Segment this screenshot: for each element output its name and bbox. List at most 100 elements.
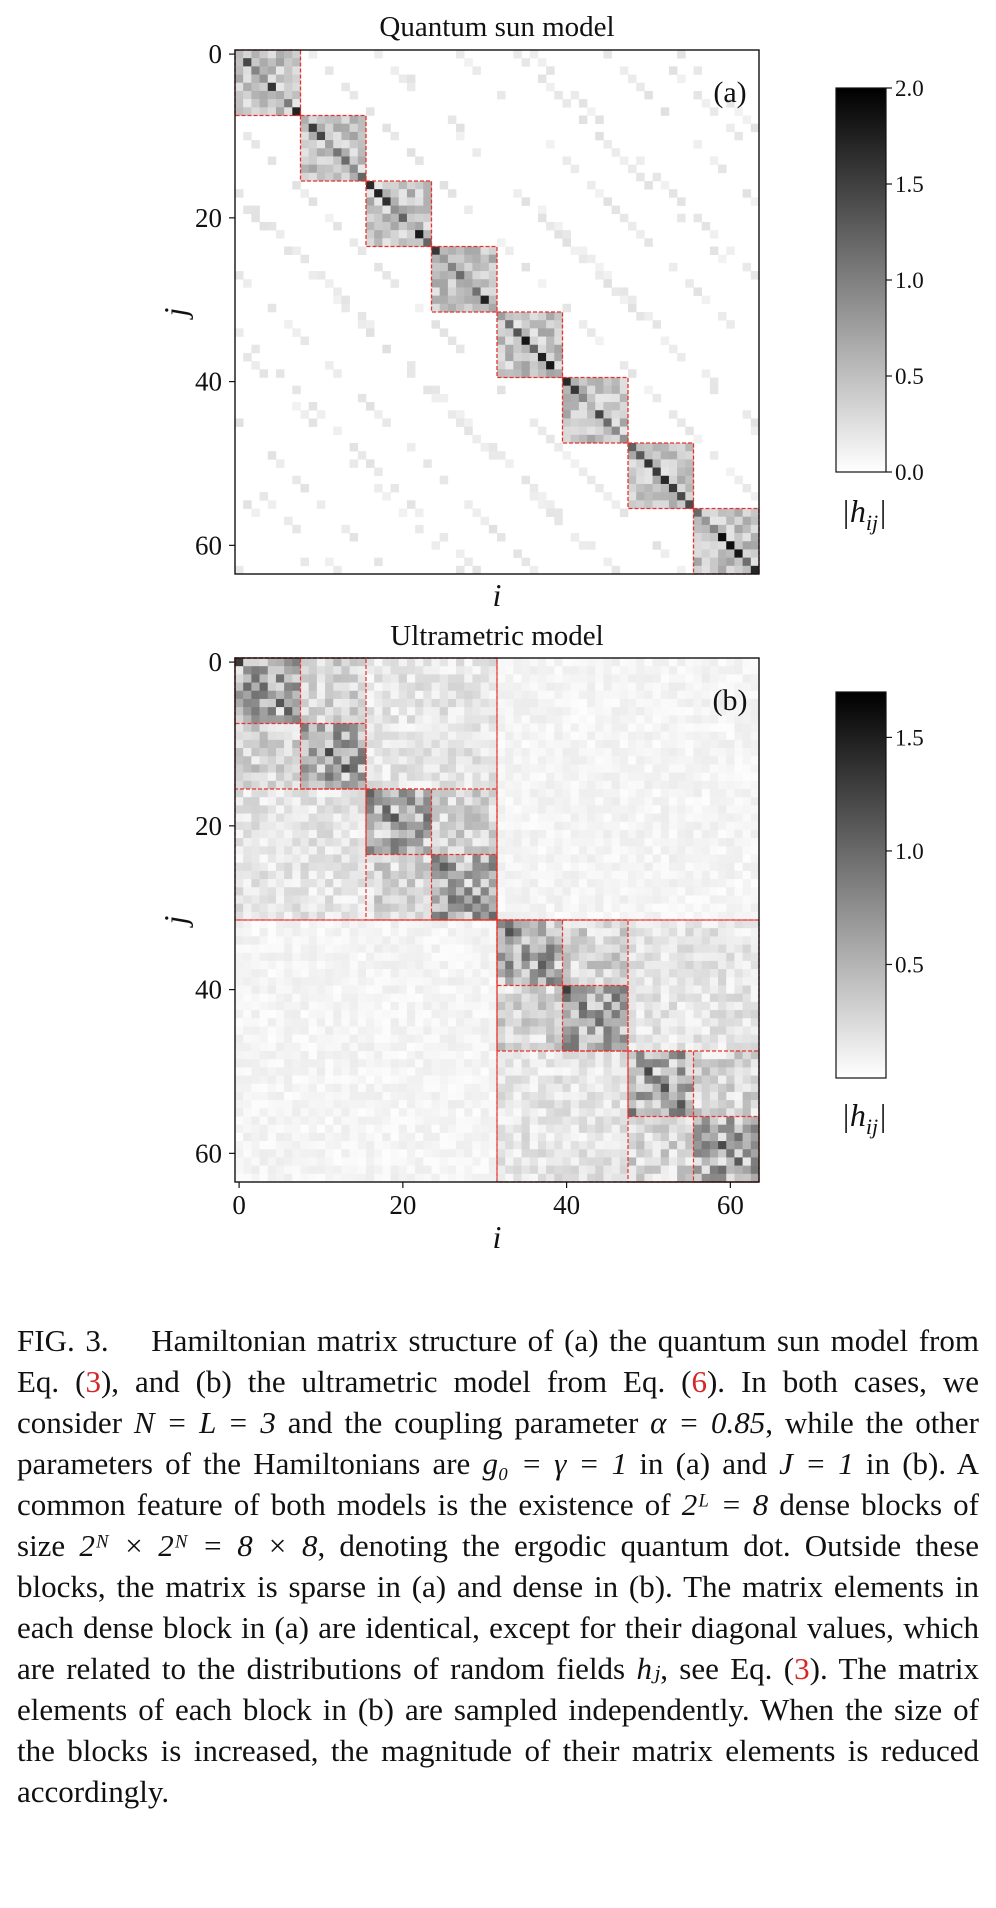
heatmap-cell (472, 254, 481, 264)
heatmap-cell (497, 895, 506, 904)
heatmap-cell (546, 221, 555, 231)
heatmap-cell (505, 960, 514, 970)
heatmap-cell (595, 1124, 604, 1134)
heatmap-cell (333, 846, 342, 855)
heatmap-cell (554, 1149, 563, 1158)
heatmap-cell (734, 1091, 743, 1101)
heatmap-cell (652, 320, 662, 329)
heatmap-cell (628, 459, 637, 468)
heatmap-cell (521, 320, 531, 329)
heatmap-cell (333, 829, 342, 839)
heatmap-cell (726, 565, 735, 575)
heatmap-cell (726, 1165, 735, 1175)
heatmap-cell (366, 952, 375, 962)
heatmap-cell (619, 410, 629, 419)
heatmap-cell (456, 895, 465, 904)
heatmap-cell (685, 920, 694, 929)
heatmap-cell (366, 1132, 375, 1142)
heatmap-cell (366, 764, 375, 773)
heatmap-cell (316, 131, 326, 141)
heatmap-cell (554, 952, 563, 962)
heatmap-cell (644, 797, 653, 806)
heatmap-cell (366, 181, 375, 190)
heatmap-cell (366, 780, 375, 790)
heatmap-cell (447, 838, 457, 847)
heatmap-cell (464, 279, 473, 288)
heatmap-cell (300, 1141, 309, 1150)
heatmap-cell (619, 928, 629, 937)
heatmap-cell (357, 887, 367, 896)
heatmap-cell (505, 838, 514, 847)
heatmap-cell (275, 369, 285, 378)
heatmap-cell (275, 748, 285, 757)
heatmap-cell (750, 756, 760, 765)
heatmap-cell (701, 707, 711, 716)
heatmap-cell (398, 887, 408, 896)
heatmap-cell (259, 658, 269, 667)
heatmap-cell (235, 674, 244, 683)
heatmap-cell (709, 723, 719, 732)
heatmap-cell (546, 870, 555, 880)
heatmap-cell (341, 944, 350, 954)
heatmap-cell (742, 1157, 752, 1166)
heatmap-cell (423, 205, 432, 215)
heatmap-cell (718, 903, 727, 913)
heatmap-cell (587, 903, 596, 913)
heatmap-cell (251, 682, 260, 692)
heatmap-cell (497, 707, 506, 716)
heatmap-cell (349, 911, 359, 921)
heatmap-cell (292, 1059, 301, 1068)
heatmap-cell (546, 846, 555, 855)
heatmap-cell (636, 805, 645, 814)
heatmap-cell (357, 1091, 367, 1101)
heatmap-cell (472, 780, 481, 790)
heatmap-cell (251, 1091, 260, 1101)
heatmap-cell (636, 1124, 645, 1134)
heatmap-cell (726, 1149, 735, 1158)
heatmap-cell (529, 492, 539, 501)
heatmap-cell (406, 221, 416, 231)
heatmap-cell (431, 262, 440, 272)
heatmap-cell (497, 739, 506, 749)
heatmap-cell (587, 1141, 596, 1150)
heatmap-cell (456, 772, 465, 782)
heatmap-cell (603, 434, 612, 444)
heatmap-cell (251, 1001, 260, 1011)
heatmap-cell (513, 870, 522, 880)
heatmap-cell (423, 690, 432, 700)
heatmap-cell (685, 1124, 694, 1134)
heatmap-cell (611, 1018, 621, 1027)
heatmap-cell (300, 1059, 309, 1068)
heatmap-cell (292, 385, 301, 395)
heatmap-cell (734, 1149, 743, 1158)
heatmap-cell (251, 690, 260, 700)
heatmap-cell (562, 789, 571, 798)
heatmap-cell (488, 797, 498, 806)
heatmap-cell (488, 895, 498, 904)
heatmap-cell (308, 829, 318, 839)
heatmap-cell (505, 328, 514, 337)
heatmap-cell (578, 805, 588, 814)
heatmap-cell (235, 1149, 244, 1158)
heatmap-cell (726, 887, 735, 896)
heatmap-cell (275, 230, 285, 239)
heatmap-cell (562, 731, 571, 741)
heatmap-cell (529, 985, 539, 994)
heatmap-cell (480, 1083, 490, 1093)
heatmap-cell (521, 838, 531, 847)
heatmap-cell (677, 459, 686, 468)
heatmap-cell (611, 813, 621, 823)
heatmap-cell (595, 674, 604, 683)
heatmap-cell (398, 1026, 408, 1035)
heatmap-cell (456, 903, 465, 913)
heatmap-cell (251, 715, 260, 724)
heatmap-cell (235, 862, 244, 872)
heatmap-cell (628, 164, 637, 174)
heatmap-cell (390, 789, 400, 798)
heatmap-cell (554, 805, 563, 814)
heatmap-cell (415, 895, 424, 904)
heatmap-cell (701, 295, 711, 305)
heatmap-cell (390, 230, 400, 239)
heatmap-cell (259, 862, 269, 872)
heatmap-cell (284, 1116, 293, 1125)
